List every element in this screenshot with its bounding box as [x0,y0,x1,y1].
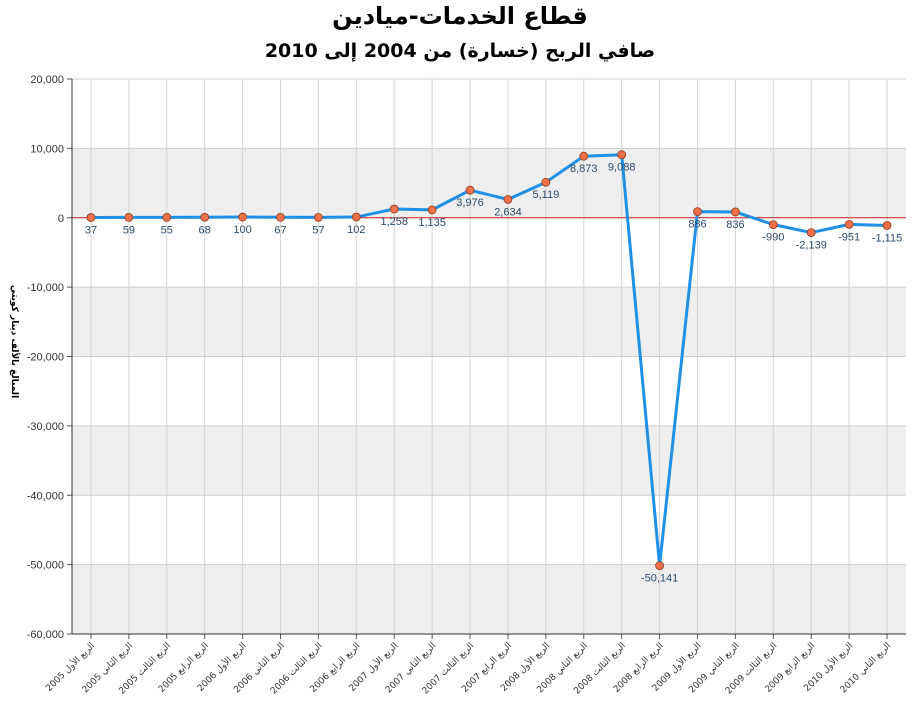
y-tick-label: -40,000 [27,490,64,502]
data-label: 836 [726,219,744,231]
data-label: 68 [199,224,211,236]
data-label: 886 [688,219,706,231]
data-point[interactable] [617,150,627,160]
plot-bands [72,148,906,634]
data-point[interactable] [465,185,475,195]
data-markers [86,150,892,571]
plot-band [72,564,906,634]
y-tick-label: -30,000 [27,421,64,433]
data-point[interactable] [124,212,134,222]
data-label: -990 [762,232,784,244]
data-label: 9,088 [608,162,636,174]
y-axis-ticks: 20,000 10,000 0 -10,000 -20,000 -30,000 -40,00… [27,74,64,641]
y-tick-label: 0 [58,213,64,225]
data-label: 59 [123,224,135,236]
data-point[interactable] [162,212,172,222]
data-label: 102 [347,224,365,236]
plot-band [72,287,906,357]
data-label: 8,873 [570,163,598,175]
y-tick-label: 20,000 [30,74,64,86]
data-label: 55 [161,224,173,236]
data-label: 100 [233,224,251,236]
y-axis-label: المبالغ بالألف دينار كويتي [9,285,21,398]
data-point[interactable] [389,204,399,214]
data-point[interactable] [238,212,247,222]
data-point[interactable] [882,221,892,230]
data-point[interactable] [731,207,740,217]
data-point[interactable] [276,212,285,222]
axes [71,79,906,635]
data-label: 37 [85,224,97,236]
data-label: 5,119 [533,189,560,201]
data-point[interactable] [806,228,816,237]
data-point[interactable] [200,212,210,222]
plot-band [72,425,906,496]
data-label: 2,634 [494,206,522,218]
data-point[interactable] [427,205,437,215]
data-label: -951 [838,231,860,243]
data-label: -50,141 [641,573,678,585]
data-point[interactable] [314,212,323,222]
data-labels: 37 59 55 68 100 67 57 102 1,258 1,135 3,976 2,634 5,… [85,162,902,585]
data-label: 67 [274,224,286,236]
data-label: -1,115 [872,232,902,244]
data-point[interactable] [655,561,664,571]
data-point[interactable] [844,219,854,229]
data-label: 57 [312,224,324,236]
y-tick-label: -50,000 [27,560,64,572]
y-tick-label: 10,000 [30,143,64,155]
data-point[interactable] [579,151,589,161]
y-tick-label: -60,000 [27,629,64,641]
data-point[interactable] [693,207,702,217]
plot-band [72,148,906,218]
data-label: -2,139 [796,240,827,252]
data-point[interactable] [503,195,513,204]
data-point[interactable] [541,177,551,187]
data-point[interactable] [86,213,96,222]
y-tick-label: -10,000 [27,282,64,294]
chart-title: قطاع الخدمات-ميادين [332,2,588,30]
data-label: 3,976 [456,197,484,209]
chart-subtitle: صافي الربح (خسارة) من 2004 إلى 2010 [264,40,656,62]
series-line [90,153,888,568]
data-label: 1,135 [418,217,446,229]
data-point[interactable] [351,212,361,222]
data-point[interactable] [768,220,778,230]
y-tick-label: -20,000 [27,352,64,364]
data-label: 1,258 [380,216,408,228]
